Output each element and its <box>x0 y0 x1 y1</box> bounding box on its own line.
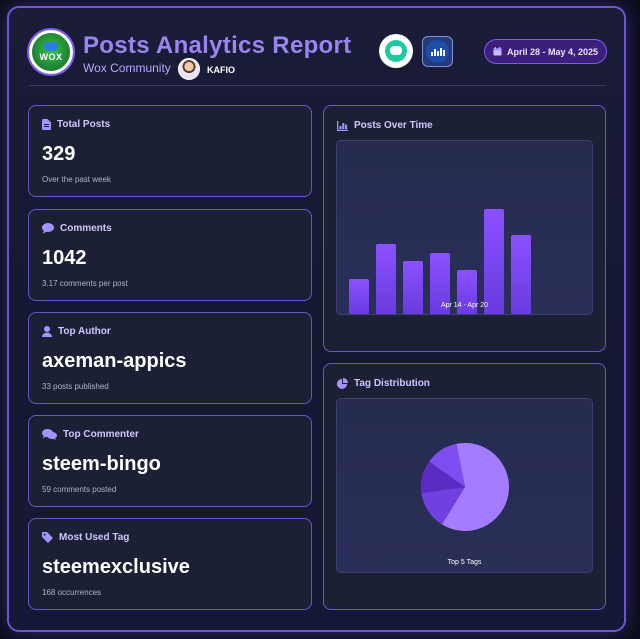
wox-logo: WOX <box>29 30 73 74</box>
page-title: Posts Analytics Report <box>83 32 352 59</box>
bar <box>457 270 477 314</box>
steemit-logo-icon <box>379 34 413 68</box>
calendar-icon <box>493 47 502 56</box>
stat-subtext: 168 occurrences <box>42 588 102 597</box>
stat-label: Total Posts <box>57 119 111 130</box>
comments-icon <box>42 429 57 440</box>
pie-caption: Top 5 Tags <box>447 559 482 566</box>
pie-slice <box>421 487 465 525</box>
stat-subtext: 33 posts published <box>42 382 109 391</box>
bar-chart-area: Apr 14 - Apr 20 <box>336 140 593 315</box>
pie-slice <box>429 443 465 487</box>
stat-subtext: 59 comments posted <box>42 485 117 494</box>
chart-annotation: Apr 14 - Apr 20 <box>440 302 489 309</box>
bar <box>430 253 450 314</box>
user-icon <box>42 326 52 337</box>
stat-card-most-used-tag: Most Used Tag steemexclusive 168 occurre… <box>28 518 312 610</box>
document-icon <box>42 119 51 130</box>
pie-chart-area: Top 5 Tags <box>336 398 593 573</box>
bar <box>376 244 396 314</box>
header-divider <box>29 85 606 86</box>
stat-label: Top Commenter <box>63 429 139 440</box>
stat-label: Top Author <box>58 326 111 337</box>
stat-card-total-posts: Total Posts 329 Over the past week <box>28 105 312 197</box>
stat-value: steem-bingo <box>42 453 161 475</box>
stat-label: Most Used Tag <box>59 532 130 543</box>
analytics-logo-icon <box>422 36 453 67</box>
user-avatar <box>178 58 200 80</box>
stat-value: 1042 <box>42 247 87 269</box>
stat-card-comments: Comments 1042 3.17 comments per post <box>28 209 312 301</box>
chat-bubble-icon <box>44 42 58 51</box>
tag-distribution-panel: Tag Distribution Top 5 Tags <box>323 363 606 610</box>
bar-chart-icon <box>337 120 348 131</box>
username: KAFIO <box>207 65 235 75</box>
tag-icon <box>42 532 53 543</box>
panel-title: Posts Over Time <box>354 120 433 131</box>
stat-value: steemexclusive <box>42 556 190 578</box>
date-range-text: April 28 - May 4, 2025 <box>506 46 599 57</box>
bar <box>511 235 531 314</box>
pie-slice <box>441 443 509 531</box>
bar <box>403 261 423 314</box>
stat-value: axeman-appics <box>42 350 187 372</box>
report-frame: WOX Posts Analytics Report Wox Community… <box>7 6 626 632</box>
community-name: Wox Community <box>83 61 171 75</box>
date-range-badge: April 28 - May 4, 2025 <box>484 39 607 64</box>
stat-label: Comments <box>60 223 112 234</box>
bar-chart <box>337 141 592 314</box>
comment-icon <box>42 223 54 234</box>
pie-chart <box>421 443 509 531</box>
stat-card-top-commenter: Top Commenter steem-bingo 59 comments po… <box>28 415 312 507</box>
stat-subtext: Over the past week <box>42 175 111 184</box>
pie-chart-icon <box>337 378 348 389</box>
logo-text: WOX <box>39 52 63 62</box>
bar <box>484 209 504 314</box>
panel-title: Tag Distribution <box>354 378 430 389</box>
stat-card-top-author: Top Author axeman-appics 33 posts publis… <box>28 312 312 404</box>
pie-slice <box>421 461 465 494</box>
bar <box>349 279 369 314</box>
posts-over-time-panel: Posts Over Time Apr 14 - Apr 20 <box>323 105 606 352</box>
stat-value: 329 <box>42 143 76 165</box>
stat-subtext: 3.17 comments per post <box>42 279 128 288</box>
